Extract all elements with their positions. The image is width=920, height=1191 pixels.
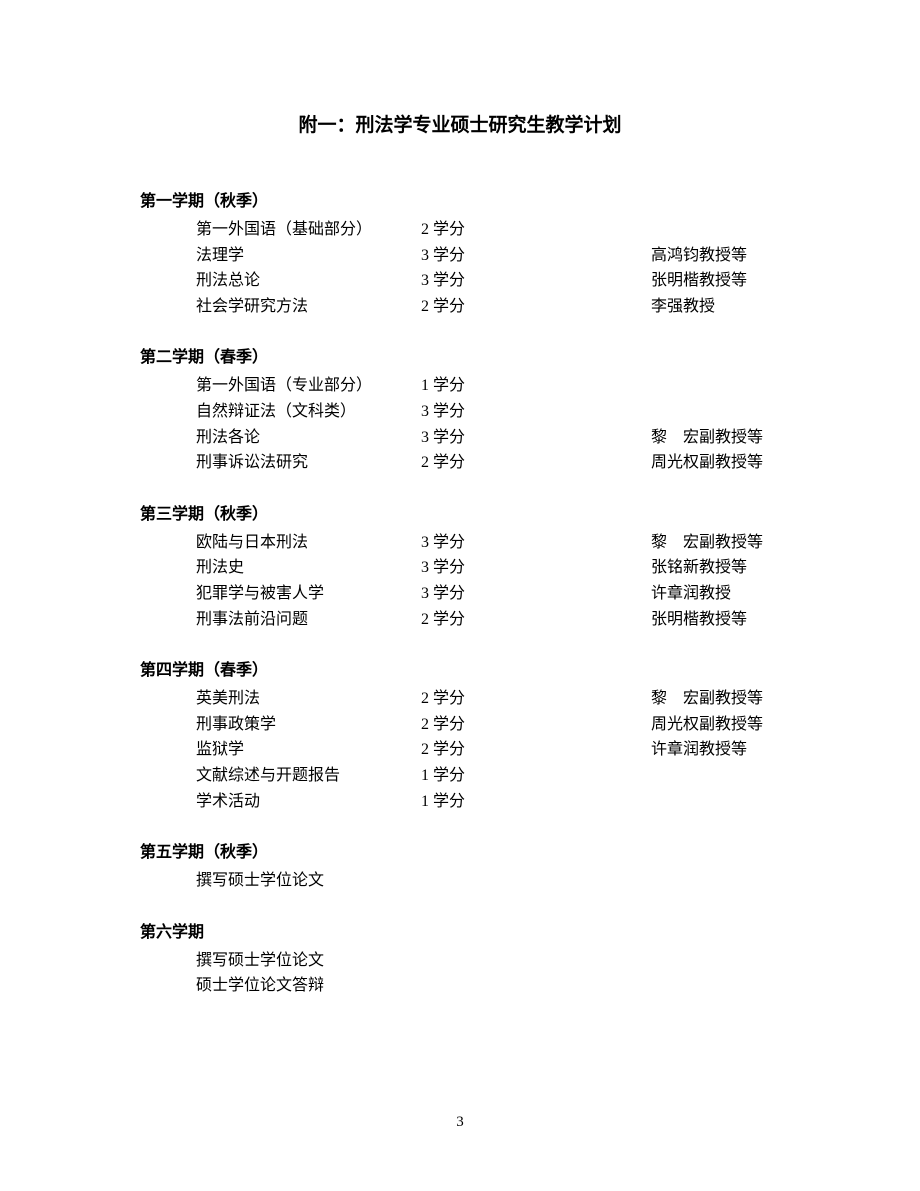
document-page: 附一：刑法学专业硕士研究生教学计划 第一学期（秋季）第一外国语（基础部分）2 学… [0, 0, 920, 999]
course-row: 撰写硕士学位论文 [140, 868, 780, 894]
course-instructor: 张明楷教授等 [651, 268, 780, 294]
course-row: 刑法总论3 学分张明楷教授等 [140, 268, 780, 294]
course-name: 刑事诉讼法研究 [196, 450, 421, 476]
course-name: 硕士学位论文答辩 [196, 973, 421, 999]
course-row: 刑法史3 学分张铭新教授等 [140, 555, 780, 581]
course-instructor [651, 217, 780, 243]
course-instructor: 张铭新教授等 [651, 555, 780, 581]
course-name: 自然辩证法（文科类） [196, 399, 421, 425]
course-row: 硕士学位论文答辩 [140, 973, 780, 999]
course-instructor: 许章润教授 [651, 581, 780, 607]
course-instructor [651, 399, 780, 425]
course-credit: 3 学分 [421, 555, 651, 581]
course-name: 撰写硕士学位论文 [196, 868, 421, 894]
course-credit: 3 学分 [421, 268, 651, 294]
course-credit: 1 学分 [421, 789, 651, 815]
course-row: 犯罪学与被害人学3 学分许章润教授 [140, 581, 780, 607]
course-instructor: 李强教授 [651, 294, 780, 320]
course-name: 第一外国语（基础部分） [196, 217, 421, 243]
course-row: 第一外国语（基础部分）2 学分 [140, 217, 780, 243]
course-credit: 3 学分 [421, 243, 651, 269]
course-row: 欧陆与日本刑法3 学分黎 宏副教授等 [140, 530, 780, 556]
semester-block: 第一学期（秋季）第一外国语（基础部分）2 学分法理学3 学分高鸿钧教授等刑法总论… [140, 187, 780, 319]
course-credit: 3 学分 [421, 530, 651, 556]
course-row: 自然辩证法（文科类）3 学分 [140, 399, 780, 425]
page-title: 附一：刑法学专业硕士研究生教学计划 [140, 110, 780, 137]
semester-header: 第三学期（秋季） [140, 500, 780, 524]
course-instructor: 黎 宏副教授等 [651, 530, 780, 556]
course-credit: 3 学分 [421, 581, 651, 607]
course-instructor [651, 373, 780, 399]
course-instructor: 黎 宏副教授等 [651, 686, 780, 712]
semester-block: 第四学期（春季）英美刑法2 学分黎 宏副教授等刑事政策学2 学分周光权副教授等监… [140, 656, 780, 814]
course-instructor [651, 868, 780, 894]
course-credit: 2 学分 [421, 294, 651, 320]
course-name: 欧陆与日本刑法 [196, 530, 421, 556]
course-row: 第一外国语（专业部分）1 学分 [140, 373, 780, 399]
course-row: 刑法各论3 学分黎 宏副教授等 [140, 425, 780, 451]
course-credit: 2 学分 [421, 686, 651, 712]
page-number: 3 [0, 1114, 920, 1131]
course-row: 刑事诉讼法研究2 学分周光权副教授等 [140, 450, 780, 476]
course-row: 学术活动1 学分 [140, 789, 780, 815]
course-name: 撰写硕士学位论文 [196, 948, 421, 974]
course-row: 刑事法前沿问题2 学分张明楷教授等 [140, 607, 780, 633]
semester-block: 第六学期撰写硕士学位论文硕士学位论文答辩 [140, 918, 780, 999]
course-credit [421, 868, 651, 894]
semester-header: 第六学期 [140, 918, 780, 942]
course-instructor: 张明楷教授等 [651, 607, 780, 633]
course-credit [421, 973, 651, 999]
course-credit: 3 学分 [421, 399, 651, 425]
course-name: 刑法总论 [196, 268, 421, 294]
course-instructor [651, 973, 780, 999]
course-instructor: 许章润教授等 [651, 737, 780, 763]
course-instructor [651, 789, 780, 815]
semester-header: 第五学期（秋季） [140, 838, 780, 862]
course-name: 刑事政策学 [196, 712, 421, 738]
course-row: 监狱学2 学分许章润教授等 [140, 737, 780, 763]
course-row: 英美刑法2 学分黎 宏副教授等 [140, 686, 780, 712]
course-credit: 2 学分 [421, 737, 651, 763]
semester-block: 第二学期（春季） 第一外国语（专业部分）1 学分自然辩证法（文科类）3 学分刑法各… [140, 343, 780, 475]
semester-header: 第一学期（秋季） [140, 187, 780, 211]
course-credit: 3 学分 [421, 425, 651, 451]
course-row: 社会学研究方法2 学分李强教授 [140, 294, 780, 320]
course-credit: 2 学分 [421, 217, 651, 243]
semesters-list: 第一学期（秋季）第一外国语（基础部分）2 学分法理学3 学分高鸿钧教授等刑法总论… [140, 187, 780, 999]
course-instructor [651, 763, 780, 789]
semester-header: 第四学期（春季） [140, 656, 780, 680]
course-name: 第一外国语（专业部分） [196, 373, 421, 399]
course-credit [421, 948, 651, 974]
course-row: 刑事政策学2 学分周光权副教授等 [140, 712, 780, 738]
course-name: 英美刑法 [196, 686, 421, 712]
course-name: 刑法各论 [196, 425, 421, 451]
course-credit: 2 学分 [421, 450, 651, 476]
course-name: 法理学 [196, 243, 421, 269]
course-credit: 2 学分 [421, 607, 651, 633]
course-row: 文献综述与开题报告1 学分 [140, 763, 780, 789]
course-instructor: 黎 宏副教授等 [651, 425, 780, 451]
semester-header: 第二学期（春季） [140, 343, 780, 367]
course-name: 监狱学 [196, 737, 421, 763]
course-instructor: 周光权副教授等 [651, 712, 780, 738]
course-name: 刑法史 [196, 555, 421, 581]
course-instructor: 周光权副教授等 [651, 450, 780, 476]
course-name: 社会学研究方法 [196, 294, 421, 320]
course-instructor: 高鸿钧教授等 [651, 243, 780, 269]
course-row: 撰写硕士学位论文 [140, 948, 780, 974]
semester-block: 第三学期（秋季）欧陆与日本刑法3 学分黎 宏副教授等刑法史3 学分张铭新教授等犯… [140, 500, 780, 632]
course-credit: 1 学分 [421, 373, 651, 399]
course-instructor [651, 948, 780, 974]
course-name: 学术活动 [196, 789, 421, 815]
course-row: 法理学3 学分高鸿钧教授等 [140, 243, 780, 269]
course-name: 刑事法前沿问题 [196, 607, 421, 633]
course-name: 犯罪学与被害人学 [196, 581, 421, 607]
semester-block: 第五学期（秋季） 撰写硕士学位论文 [140, 838, 780, 894]
course-name: 文献综述与开题报告 [196, 763, 421, 789]
course-credit: 2 学分 [421, 712, 651, 738]
course-credit: 1 学分 [421, 763, 651, 789]
